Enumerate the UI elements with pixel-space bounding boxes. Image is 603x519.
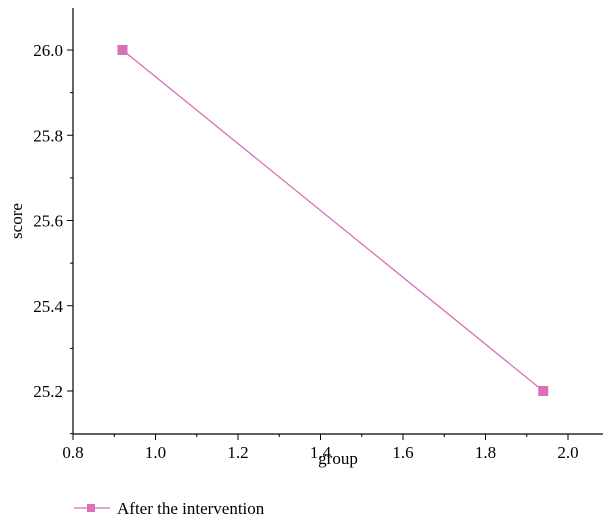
data-point-marker: [538, 386, 549, 396]
legend-marker: [87, 504, 95, 512]
y-tick-label: 26.0: [33, 41, 63, 60]
x-tick-label: 1.4: [310, 443, 332, 462]
x-tick-label: 0.8: [62, 443, 83, 462]
x-tick-label: 1.8: [475, 443, 496, 462]
x-tick-label: 2.0: [557, 443, 578, 462]
x-axis-ticks: 0.8 1.0 1.2 1.4 1.6 1.8 2.0: [62, 434, 579, 462]
y-axis-title: score: [7, 203, 26, 239]
series-layer: [117, 45, 549, 396]
y-axis-ticks: 25.2 25.4 25.6 25.8 26.0: [33, 41, 73, 435]
y-tick-label: 25.8: [33, 126, 63, 145]
legend-label: After the intervention: [117, 499, 265, 518]
x-tick-label: 1.0: [145, 443, 166, 462]
y-tick-label: 25.2: [33, 382, 63, 401]
series-line: [122, 49, 544, 392]
y-tick-label: 25.6: [33, 212, 63, 231]
x-axis-title: group: [318, 449, 358, 468]
y-tick-label: 25.4: [33, 297, 63, 316]
x-tick-label: 1.6: [392, 443, 413, 462]
legend: After the intervention: [74, 499, 265, 518]
x-tick-label: 1.2: [227, 443, 248, 462]
data-point-marker: [117, 45, 128, 55]
plot-area: [72, 8, 603, 435]
